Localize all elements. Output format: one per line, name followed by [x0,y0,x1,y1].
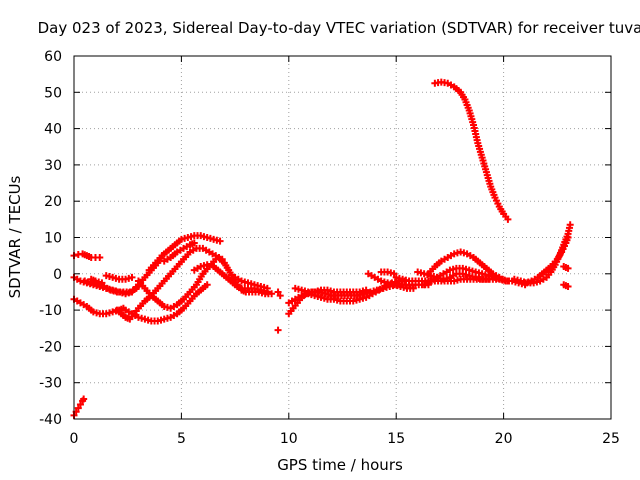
data-point [564,264,572,272]
y-tick-label: 10 [44,231,62,247]
x-tick-label: 25 [602,431,620,447]
data-point [274,288,282,296]
chart-title: Day 023 of 2023, Sidereal Day-to-day VTE… [38,19,640,37]
grid [74,56,611,419]
data-points [70,78,574,419]
y-tick-label: 20 [44,194,62,210]
series-arc-s [285,277,409,307]
y-tick-label: 60 [44,49,62,65]
data-point [274,326,282,334]
data-point [203,281,211,289]
data-point [98,279,106,287]
y-tick-label: 40 [44,122,62,138]
data-point [96,253,104,261]
data-point [504,215,512,223]
series-arc-ad [560,263,572,272]
data-point [566,221,574,229]
series-arc-f [87,275,106,287]
series-arc-k [145,232,224,274]
data-point [409,284,417,292]
data-point [76,400,84,408]
series-arc-i [122,281,211,325]
data-point [362,286,370,294]
series-arc-u [364,270,417,292]
data-point [390,270,398,278]
y-tick-label: 0 [53,267,62,283]
data-point [564,234,572,241]
series-arc-q [274,288,284,300]
series-arc-a [70,395,88,419]
series-arc-b [70,250,104,261]
series-arc-ac [521,234,572,287]
data-point [190,239,198,247]
series-arc-j [134,255,220,312]
x-tick-label: 15 [387,431,405,447]
axis-ticks [73,55,612,420]
series-arc-z [424,248,510,285]
x-tick-label: 5 [177,431,186,447]
y-tick-label: -20 [39,339,62,355]
x-tick-label: 20 [495,431,513,447]
x-tick-label: 0 [70,431,79,447]
series-arc-g [102,272,136,283]
series-arc-n [216,255,276,298]
data-point [80,395,88,403]
y-tick-label: -40 [39,412,62,428]
series-arc-l [160,239,198,265]
data-point [268,290,276,298]
data-point [276,292,284,300]
x-axis-label: GPS time / hours [277,456,403,474]
data-point [263,284,271,292]
y-tick-label: 50 [44,85,62,101]
series-arc-c [70,252,166,298]
y-axis-label: SDTVAR / TECUs [6,175,24,298]
data-point [74,404,82,412]
data-point [216,237,224,245]
data-point [564,283,572,291]
series-arc-t [291,284,370,296]
data-point [502,277,510,285]
x-tick-label: 10 [280,431,298,447]
series-arc-p [274,326,282,334]
y-tick-label: 30 [44,158,62,174]
series-arc-ae [560,281,572,291]
series-arc-o [231,273,271,292]
y-tick-label: -10 [39,303,62,319]
data-point [128,273,136,281]
y-tick-label: -30 [39,376,62,392]
series-arc-aa [431,78,512,223]
y-tick-labels: 60 50 40 30 20 10 0 -10 -20 -30 -40 [39,49,62,428]
x-tick-labels: 0 5 10 15 20 25 [70,431,620,447]
series-arc-v [377,268,398,278]
